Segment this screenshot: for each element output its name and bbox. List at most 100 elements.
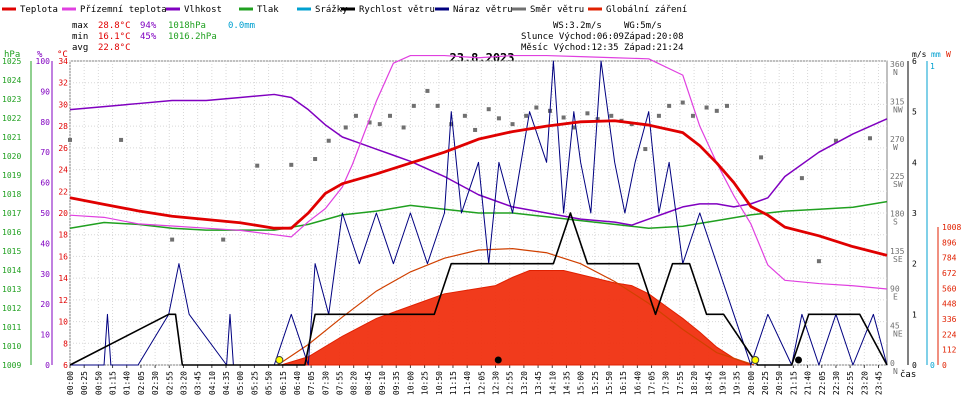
x-tick-label: 02:05 <box>137 371 146 395</box>
x-tick-label: 21:40 <box>804 371 813 395</box>
humidity-tick-label: 30 <box>40 270 50 279</box>
wind-dir-point <box>326 138 331 143</box>
temperature-tick-label: 22 <box>58 187 68 196</box>
x-tick-label: 22:05 <box>818 371 827 395</box>
x-tick-label: 02:30 <box>151 371 160 395</box>
wind-dir-point <box>367 120 372 125</box>
wind-dir-tick-value: 225 <box>890 172 905 181</box>
x-tick-label: 00:00 <box>66 371 75 395</box>
x-tick-label: 15:00 <box>577 371 586 395</box>
wind-speed-tick-label: 6 <box>912 57 917 66</box>
x-tick-label: 21:15 <box>789 371 798 395</box>
x-tick-label: 10:50 <box>435 371 444 395</box>
x-tick-label: 09:35 <box>392 371 401 395</box>
humidity-tick-label: 60 <box>40 179 50 188</box>
humidity-tick-label: 70 <box>40 148 50 157</box>
x-tick-label: 18:45 <box>704 371 713 395</box>
stats-max-hum: 94% <box>140 21 157 31</box>
pressure-tick-label: 1016 <box>2 228 21 237</box>
x-tick-label: 15:25 <box>591 371 600 395</box>
wind-dir-point <box>595 117 600 122</box>
x-tick-label: 03:45 <box>194 371 203 395</box>
x-tick-label: 18:20 <box>690 371 699 395</box>
pressure-tick-label: 1015 <box>2 247 21 256</box>
stats-min-press: 1016.2hPa <box>168 32 217 42</box>
wind-dir-tick-label: N <box>893 367 898 376</box>
x-tick-label: 05:00 <box>236 371 245 395</box>
x-tick-label: 16:15 <box>619 371 628 395</box>
wind-dir-point <box>377 122 382 127</box>
temperature-tick-label: 20 <box>58 209 68 218</box>
temperature-tick-label: 30 <box>58 100 68 109</box>
x-tick-label: 06:15 <box>279 371 288 395</box>
axis-unit-temperature: °C <box>57 50 68 60</box>
sun-marker <box>275 356 284 364</box>
x-tick-label: 07:30 <box>321 371 330 395</box>
legend-label-7: Směr větru <box>530 5 584 15</box>
wind-dir-point <box>411 103 416 108</box>
series-přízemní-teplota <box>69 54 888 290</box>
pressure-tick-label: 1011 <box>2 323 21 332</box>
wind-speed-tick-label: 1 <box>912 310 917 319</box>
wind-dir-tick-value: 315 <box>890 97 905 106</box>
rain-tick-label: 1 <box>930 62 935 71</box>
wind-dir-point <box>534 105 539 110</box>
rain-tick-label: 0 <box>930 361 935 370</box>
x-tick-label: 19:35 <box>733 371 742 395</box>
wind-dir-point <box>221 237 226 242</box>
wind-dir-tick-value: 45 <box>890 322 900 331</box>
x-tick-label: 08:45 <box>364 371 373 395</box>
plot-area <box>68 54 888 366</box>
x-tick-label: 04:35 <box>222 371 231 395</box>
wind-dir-point <box>449 122 454 127</box>
wind-dir-tick-label: SW <box>893 180 903 189</box>
x-tick-label: 00:50 <box>94 371 103 395</box>
series-náraz-větru <box>70 60 888 366</box>
temperature-tick-label: 6 <box>63 361 68 370</box>
x-tick-label: 00:25 <box>80 371 89 395</box>
x-tick-label: 12:55 <box>506 371 515 395</box>
wind-dir-point <box>119 137 124 142</box>
pressure-tick-label: 1012 <box>2 304 21 313</box>
wind-dir-point <box>425 88 430 93</box>
x-tick-label: 12:30 <box>492 371 501 395</box>
stats-max-temp: 28.8°C <box>98 21 131 31</box>
info-sun-set: Západ:20:08 <box>624 32 684 42</box>
series-teplota <box>69 119 888 257</box>
wind-dir-point <box>704 105 709 110</box>
wind-dir-tick-label: SE <box>893 255 903 264</box>
pressure-tick-label: 1014 <box>2 266 21 275</box>
wind-dir-point <box>799 176 804 181</box>
x-tick-label: 07:55 <box>335 371 344 395</box>
wind-speed-tick-label: 4 <box>912 158 917 167</box>
info-moon: Měsíc Východ:12:35 <box>521 43 619 53</box>
humidity-tick-label: 100 <box>36 57 51 66</box>
wind-speed-tick-label: 0 <box>912 361 917 370</box>
wind-dir-tick-label: NW <box>893 105 903 114</box>
series-tlak <box>69 200 888 231</box>
wind-dir-point <box>609 113 614 118</box>
x-tick-label: 09:10 <box>378 371 387 395</box>
wind-dir-point <box>816 259 821 264</box>
radiation-tick-label: 448 <box>942 300 957 309</box>
x-tick-label: 01:15 <box>109 371 118 395</box>
temperature-tick-label: 28 <box>58 122 68 131</box>
x-tick-label: 20:25 <box>761 371 770 395</box>
wind-dir-point <box>571 125 576 130</box>
humidity-tick-label: 0 <box>45 361 50 370</box>
radiation-tick-label: 784 <box>942 254 957 263</box>
info-ws: WS:3.2m/s <box>553 21 602 31</box>
info-sun: Slunce Východ:06:09 <box>521 32 624 42</box>
radiation-tick-label: 672 <box>942 269 957 278</box>
x-tick-label: 10:25 <box>421 371 430 395</box>
wind-dir-point <box>643 147 648 152</box>
x-tick-label: 14:35 <box>562 371 571 395</box>
wind-speed-tick-label: 3 <box>912 209 917 218</box>
x-tick-label: 13:20 <box>520 371 529 395</box>
wind-dir-point <box>343 125 348 130</box>
stats-min-hum: 45% <box>140 32 157 42</box>
x-axis-label: čas <box>900 369 916 380</box>
radiation-tick-label: 560 <box>942 284 957 293</box>
x-tick-label: 08:20 <box>350 371 359 395</box>
